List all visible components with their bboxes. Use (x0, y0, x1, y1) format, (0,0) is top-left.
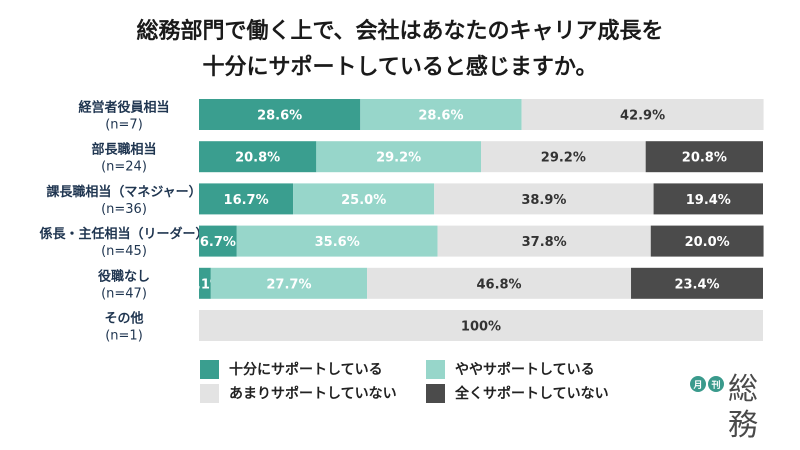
category-n-label: (n=36) (101, 202, 147, 217)
category-n-label: (n=24) (101, 160, 147, 175)
legend-swatch-little-support (200, 383, 219, 403)
category-label: 係長・主任相当（リーダー） (39, 226, 208, 242)
bar-value-label: 100% (461, 320, 501, 335)
category-label: 課長職相当（マネジャー） (46, 184, 201, 200)
bar-value-label: 29.2% (541, 151, 586, 166)
logo-badge-month: 月 (690, 376, 706, 392)
category-label: 部長職相当 (91, 142, 156, 158)
bar-segment-2 (437, 225, 651, 257)
bar-segment-1 (236, 225, 438, 257)
legend-label-some-support: ややサポートしている (455, 362, 595, 378)
bar-value-label: 38.9% (521, 193, 566, 208)
legend-swatch-some-support (426, 359, 445, 379)
chart-title-line-2: 十分にサポートしていると感じますか。 (202, 55, 598, 80)
bar-value-label: 35.6% (315, 235, 360, 250)
category-n-label: (n=1) (105, 329, 143, 344)
bar-segment-2 (481, 141, 646, 173)
bar-value-label: 28.6% (257, 109, 302, 124)
legend-item-full-support: 十分にサポートしている (200, 359, 383, 379)
bar-value-label: 20.8% (682, 151, 727, 166)
legend-label-little-support: あまりサポートしていない (229, 386, 397, 402)
legend-swatch-no-support (426, 383, 445, 403)
bar-value-label: 46.8% (476, 277, 521, 292)
bar-segment-2 (521, 99, 764, 130)
bar-segment-3 (650, 225, 764, 257)
category-label: 役職なし (98, 268, 150, 284)
bar-value-label: 20.8% (235, 151, 280, 166)
bar-segment-2 (367, 267, 632, 299)
bar-value-label: 20.0% (685, 235, 730, 250)
category-n-label: (n=47) (101, 286, 147, 301)
bar-segment-3 (631, 267, 763, 299)
bar-segment-3 (653, 183, 763, 215)
bar-segment-0 (199, 183, 294, 215)
legend-swatch-full-support (200, 359, 219, 379)
gekkan-somu-logo: 月 刊 総務 (688, 372, 788, 443)
category-n-label: (n=45) (101, 244, 147, 259)
bar-value-label: 29.2% (376, 151, 421, 166)
bar-segment-0 (199, 225, 237, 257)
bar-segment-0 (199, 267, 211, 299)
bar-segment-3 (645, 141, 763, 173)
bar-value-label: 23.4% (674, 277, 719, 292)
bar-value-label: 28.6% (418, 109, 463, 124)
chart-title-line-1: 総務部門で働く上で、会社はあなたのキャリア成長を (136, 19, 664, 44)
category-label: 経営者役員相当 (78, 100, 169, 116)
logo-wordmark: 総務 (728, 372, 759, 443)
bar-segment-1 (210, 267, 368, 299)
bar-segment-2 (434, 183, 654, 215)
bar-segment-1 (360, 99, 522, 130)
legend-label-no-support: 全くサポートしていない (455, 386, 609, 402)
bar-value-label: 37.8% (522, 235, 567, 250)
bar-segment-2 (199, 310, 763, 341)
bar-value-label: 25.0% (341, 193, 386, 208)
bar-segment-1 (316, 141, 481, 173)
legend-item-some-support: ややサポートしている (426, 359, 595, 379)
bar-value-label: 19.4% (686, 193, 731, 208)
bar-value-label: 27.7% (266, 277, 311, 292)
category-label: その他 (104, 311, 143, 327)
category-n-label: (n=7) (105, 118, 143, 133)
legend-item-no-support: 全くサポートしていない (426, 383, 609, 403)
legend-label-full-support: 十分にサポートしている (229, 362, 383, 378)
bar-value-label: 6.7% (200, 235, 236, 250)
bar-segment-0 (199, 141, 317, 173)
logo-badge-issue: 刊 (708, 376, 724, 392)
bar-value-label: 16.7% (224, 193, 269, 208)
bar-value-label: 42.9% (620, 109, 665, 124)
bar-segment-0 (199, 99, 361, 130)
legend-item-little-support: あまりサポートしていない (200, 383, 397, 403)
bar-segment-1 (293, 183, 435, 215)
